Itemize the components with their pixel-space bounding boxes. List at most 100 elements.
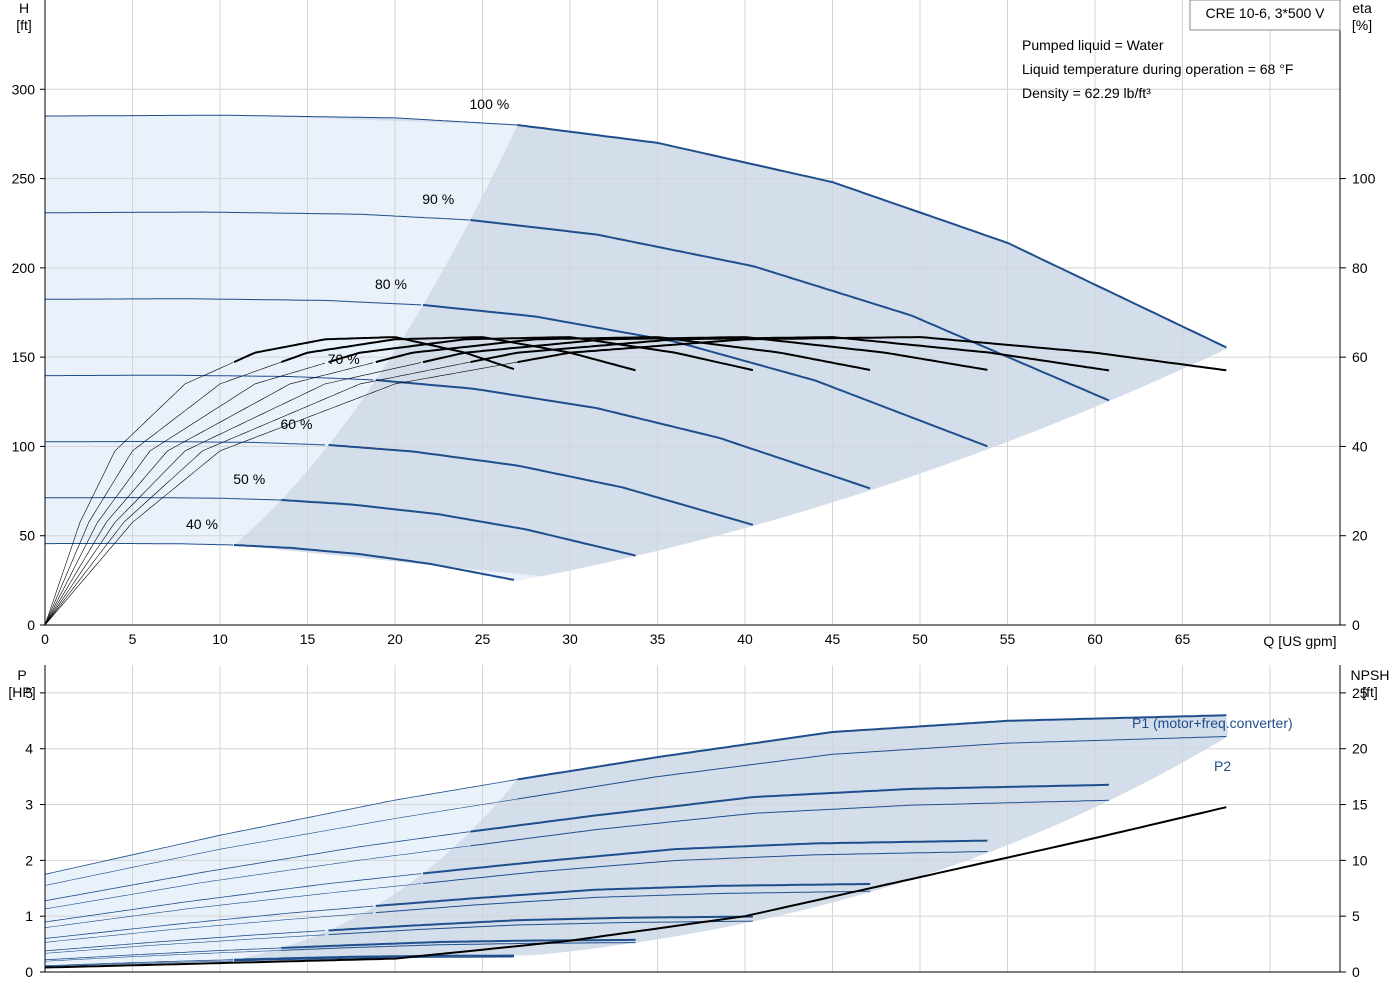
power-tick-label: 0	[25, 964, 33, 980]
power-tick-label: 4	[25, 741, 33, 757]
p2-curve-thin	[44, 950, 282, 962]
head-tick-label: 200	[12, 260, 36, 276]
npsh-tick-label: 10	[1352, 852, 1368, 868]
x-tick-label: 25	[475, 631, 491, 647]
power-axis-unit: [HP]	[8, 684, 35, 700]
head-tick-label: 50	[19, 528, 35, 544]
npsh-tick-label: 15	[1352, 797, 1368, 813]
info-liquid: Pumped liquid = Water	[1022, 37, 1164, 53]
head-curve-50	[281, 499, 636, 557]
p1-curve-90	[470, 783, 1110, 833]
speed-label: 100 %	[470, 96, 510, 112]
eta-curve-90	[470, 336, 1110, 372]
head-tick-label: 300	[12, 81, 36, 97]
x-tick-label: 65	[1175, 631, 1191, 647]
pump-model-box	[1189, 0, 1341, 31]
info-density: Density = 62.29 lb/ft³	[1022, 85, 1151, 101]
p1-curve-thin	[44, 947, 282, 961]
speed-label: 40 %	[186, 516, 218, 532]
x-tick-label: 55	[1000, 631, 1016, 647]
speed-label: 50 %	[233, 471, 265, 487]
head-tick-label: 150	[12, 349, 36, 365]
info-temperature: Liquid temperature during operation = 68…	[1022, 61, 1293, 77]
head-curve-60	[328, 444, 754, 526]
head-tick-label: 0	[27, 617, 35, 633]
eta-curve-thin	[44, 362, 422, 626]
eta-curve-thin	[44, 361, 518, 626]
power-npsh-panel: 0 1 2 3 4 5 0 5 10 15 20 25	[25, 665, 1368, 980]
p2-curve-thin	[44, 883, 422, 928]
head-curve-80	[422, 304, 988, 448]
eta-tick-label: 80	[1352, 260, 1368, 276]
eta-axis-unit: [%]	[1352, 17, 1372, 33]
npsh-tick-label: 20	[1352, 741, 1368, 757]
p1-curve-80	[422, 839, 988, 875]
x-tick-label: 30	[562, 631, 578, 647]
p2-curve-thin	[44, 845, 470, 910]
x-tick-label: 0	[41, 631, 49, 647]
p1-curve-100	[517, 714, 1227, 781]
head-curve-thin	[45, 496, 282, 501]
p1-curve-40	[233, 954, 514, 961]
speed-label: 80 %	[375, 276, 407, 292]
x-tick-label: 35	[650, 631, 666, 647]
eta-curve-thin	[44, 362, 326, 626]
p2-curve-thin	[44, 798, 518, 886]
eta-axis-label: eta	[1352, 0, 1372, 16]
x-tick-label: 15	[300, 631, 316, 647]
head-curve-40	[233, 544, 515, 581]
p1-curve-thin	[44, 905, 374, 939]
npsh-tick-label: 0	[1352, 964, 1360, 980]
p1-curve-thin	[44, 831, 470, 902]
head-curve-thin	[45, 298, 422, 306]
head-tick-label: 100	[12, 438, 36, 454]
p2-curve-70	[375, 890, 871, 914]
head-curve-70	[375, 379, 871, 490]
p1-curve-thin	[44, 873, 422, 923]
npsh-axis-unit: [ft]	[1362, 684, 1378, 700]
p2-curve-50	[281, 942, 636, 951]
head-curve-thin	[45, 374, 374, 381]
eta-curve-70	[375, 336, 871, 371]
p2-curve-40	[233, 956, 515, 962]
p2-curve-60	[328, 920, 753, 936]
x-tick-label: 20	[387, 631, 403, 647]
power-tick-label: 5	[25, 685, 33, 701]
eta-curve-thin	[44, 361, 282, 626]
head-curve-thin	[44, 211, 470, 221]
p1-series-label: P1 (motor+freq.converter)	[1132, 715, 1293, 731]
power-tick-label: 1	[25, 908, 33, 924]
p2-curve-thin	[44, 934, 326, 954]
head-axis-label: H	[19, 0, 29, 16]
p1-curve-60	[328, 915, 753, 932]
head-axis-unit: [ft]	[16, 17, 32, 33]
eta-curve-80	[422, 336, 988, 371]
p2-curve-90	[470, 799, 1110, 847]
p2-curve-80	[422, 851, 988, 884]
p1-curve-70	[375, 883, 871, 907]
pump-model-label: CRE 10-6, 3*500 V	[1205, 5, 1325, 21]
x-tick-label: 40	[737, 631, 753, 647]
npsh-curve	[44, 806, 1227, 969]
power-axis-label: P	[17, 667, 26, 683]
speed-label: 60 %	[281, 416, 313, 432]
eta-curve-60	[328, 336, 754, 372]
eta-tick-label: 20	[1352, 528, 1368, 544]
npsh-tick-label: 5	[1352, 908, 1360, 924]
npsh-axis-label: NPSH	[1351, 667, 1390, 683]
x-tick-label: 45	[825, 631, 841, 647]
head-efficiency-panel: 100 % 90 % 80 % 70 % 60 % 50 % 40 % 0 5 10 15 20 25…	[12, 0, 1376, 647]
head-tick-label: 250	[12, 171, 36, 187]
eta-tick-label: 0	[1352, 617, 1360, 633]
head-curve-thin	[45, 441, 326, 446]
x-tick-label: 10	[212, 631, 228, 647]
x-tick-label: 60	[1087, 631, 1103, 647]
p1-curve-thin	[44, 779, 518, 875]
speed-label: 90 %	[422, 191, 454, 207]
power-tick-label: 3	[25, 797, 33, 813]
head-curve-100	[517, 124, 1227, 349]
npsh-tick-label: 25	[1352, 685, 1368, 701]
x-tick-label: 50	[912, 631, 928, 647]
p1-curve-thin	[44, 959, 234, 967]
